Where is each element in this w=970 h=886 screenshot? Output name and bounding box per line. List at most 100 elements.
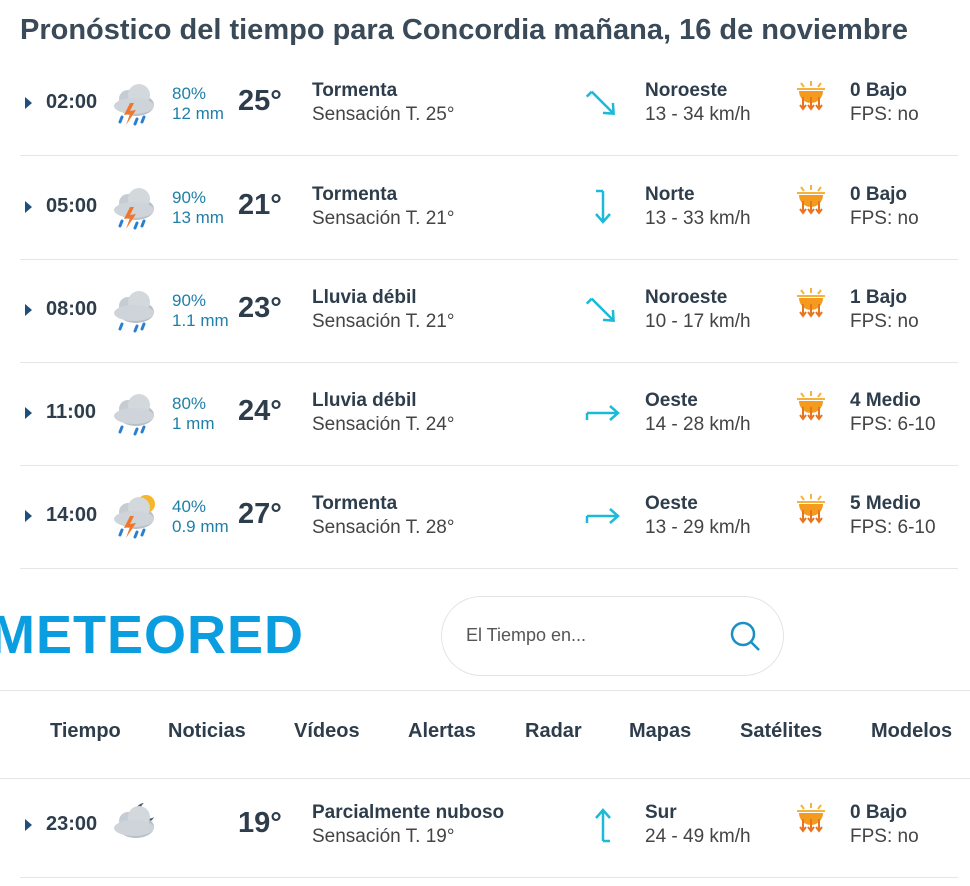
logo[interactable]: METEORED <box>0 605 305 665</box>
wind-arrow <box>583 290 623 335</box>
condition: Lluvia débil <box>312 287 417 308</box>
condition: Parcialmente nuboso <box>312 802 505 823</box>
row-separator <box>20 362 958 363</box>
wind-direction: Noroeste <box>645 80 728 101</box>
uv-icon <box>795 81 829 118</box>
uv-icon <box>795 391 829 428</box>
time: 23:00 <box>46 813 98 835</box>
uv-index: 0 Bajo <box>850 80 908 101</box>
temperature: 24° <box>238 395 282 427</box>
time: 05:00 <box>46 195 98 217</box>
wind-arrow <box>583 496 623 541</box>
nav-link[interactable]: Radar <box>525 720 582 742</box>
temperature: 23° <box>238 292 282 324</box>
expand-toggle[interactable] <box>24 303 34 322</box>
temperature: 27° <box>238 498 282 530</box>
precip-probability: 90% <box>172 291 207 310</box>
feels-like: Sensación T. 21° <box>312 208 455 229</box>
weather-icon <box>106 179 160 240</box>
nav-link[interactable]: Mapas <box>629 720 692 742</box>
weather-icon <box>106 282 160 343</box>
feels-like: Sensación T. 25° <box>312 104 455 125</box>
uv-index: 0 Bajo <box>850 184 908 205</box>
weather-icon <box>106 385 160 446</box>
uv-index: 0 Bajo <box>850 802 908 823</box>
row-separator <box>20 568 958 569</box>
precip-amount: 0.9 mm <box>172 517 229 536</box>
feels-like: Sensación T. 19° <box>312 826 455 847</box>
fps: FPS: no <box>850 826 919 847</box>
title: Pronóstico del tiempo para Concordia mañ… <box>20 14 908 46</box>
search-placeholder[interactable]: El Tiempo en... <box>466 625 587 645</box>
wind-arrow <box>583 187 623 232</box>
wind-direction: Norte <box>645 184 695 205</box>
feels-like: Sensación T. 28° <box>312 517 455 538</box>
fps: FPS: no <box>850 104 919 125</box>
wind-direction: Sur <box>645 802 677 823</box>
uv-index: 4 Medio <box>850 390 921 411</box>
row-separator <box>20 259 958 260</box>
wind-speed: 24 - 49 km/h <box>645 826 751 847</box>
expand-toggle[interactable] <box>24 96 34 115</box>
wind-arrow <box>583 83 623 128</box>
expand-toggle[interactable] <box>24 818 34 837</box>
temperature: 19° <box>238 807 282 839</box>
temperature: 25° <box>238 85 282 117</box>
condition: Tormenta <box>312 493 398 514</box>
wind-direction: Oeste <box>645 493 698 514</box>
wind-speed: 13 - 33 km/h <box>645 208 751 229</box>
uv-index: 5 Medio <box>850 493 921 514</box>
expand-toggle[interactable] <box>24 200 34 219</box>
row-separator <box>20 877 958 878</box>
condition: Lluvia débil <box>312 390 417 411</box>
uv-icon <box>795 494 829 531</box>
feels-like: Sensación T. 24° <box>312 414 455 435</box>
condition: Tormenta <box>312 80 398 101</box>
time: 14:00 <box>46 504 98 526</box>
weather-icon <box>106 797 160 858</box>
search-icon[interactable] <box>728 619 762 653</box>
fps: FPS: no <box>850 208 919 229</box>
wind-speed: 13 - 34 km/h <box>645 104 751 125</box>
wind-arrow <box>583 393 623 438</box>
fps: FPS: 6-10 <box>850 517 936 538</box>
wind-direction: Noroeste <box>645 287 728 308</box>
wind-speed: 10 - 17 km/h <box>645 311 751 332</box>
time: 02:00 <box>46 91 98 113</box>
nav-link[interactable]: Tiempo <box>50 720 121 742</box>
nav-link[interactable]: Modelos <box>871 720 953 742</box>
uv-icon <box>795 185 829 222</box>
condition: Tormenta <box>312 184 398 205</box>
nav-link[interactable]: Vídeos <box>294 720 360 742</box>
divider <box>0 778 970 779</box>
precip-probability: 80% <box>172 394 207 413</box>
nav-link[interactable]: Satélites <box>740 720 823 742</box>
time: 11:00 <box>46 401 97 423</box>
uv-icon <box>795 288 829 325</box>
precip-probability: 40% <box>172 497 207 516</box>
wind-arrow <box>583 805 623 850</box>
time: 08:00 <box>46 298 98 320</box>
precip-probability: 90% <box>172 188 207 207</box>
wind-speed: 14 - 28 km/h <box>645 414 751 435</box>
precip-amount: 13 mm <box>172 208 224 227</box>
precip-amount: 12 mm <box>172 104 224 123</box>
search-box[interactable] <box>441 596 784 676</box>
precip-amount: 1.1 mm <box>172 311 229 330</box>
row-separator <box>20 465 958 466</box>
nav-link[interactable]: Alertas <box>408 720 476 742</box>
precip-probability: 80% <box>172 84 207 103</box>
wind-speed: 13 - 29 km/h <box>645 517 751 538</box>
divider <box>0 690 970 691</box>
feels-like: Sensación T. 21° <box>312 311 455 332</box>
fps: FPS: 6-10 <box>850 414 936 435</box>
expand-toggle[interactable] <box>24 509 34 528</box>
fps: FPS: no <box>850 311 919 332</box>
weather-icon <box>106 488 160 549</box>
nav-link[interactable]: Noticias <box>168 720 246 742</box>
temperature: 21° <box>238 189 282 221</box>
expand-toggle[interactable] <box>24 406 34 425</box>
uv-icon <box>795 803 829 840</box>
weather-icon <box>106 75 160 136</box>
